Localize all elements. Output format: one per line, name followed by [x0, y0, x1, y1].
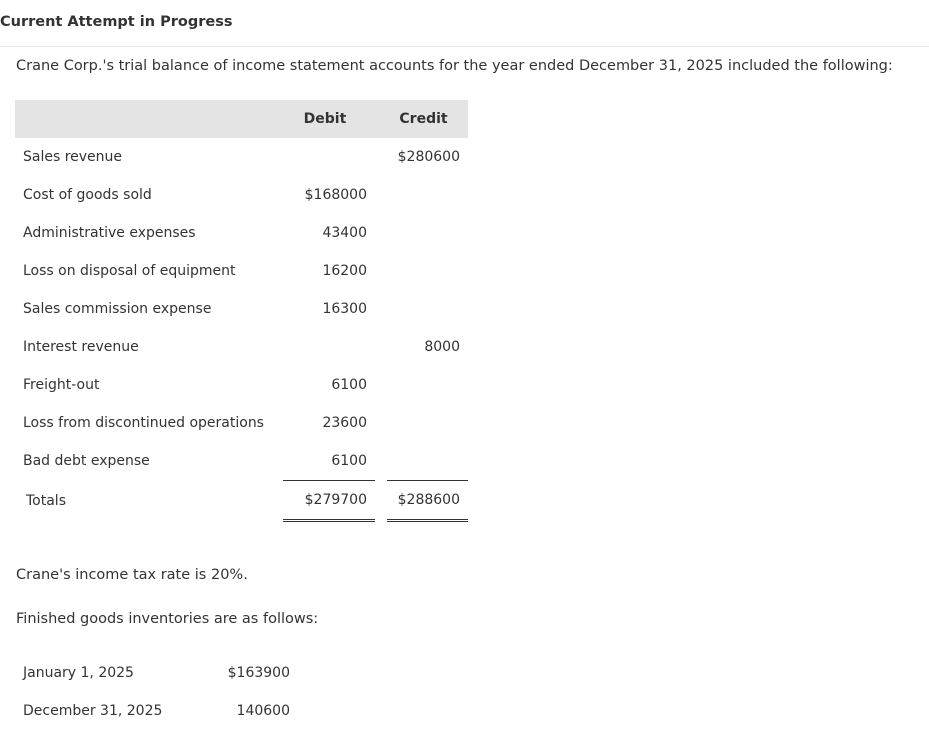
- account-label: Freight-out: [23, 377, 100, 393]
- credit-value: [387, 366, 468, 404]
- trial-balance-header-row: Debit Credit: [15, 100, 468, 138]
- account-label: Loss from discontinued operations: [23, 415, 264, 431]
- debit-value: $168000: [304, 187, 367, 203]
- table-row: Loss from discontinued operations 23600: [15, 404, 468, 442]
- account-label: Loss on disposal of equipment: [23, 263, 236, 279]
- account-label: Bad debt expense: [23, 453, 150, 470]
- table-row: Bad debt expense 6100: [15, 442, 468, 481]
- problem-intro: Crane Corp.'s trial balance of income st…: [16, 58, 893, 74]
- credit-value: [387, 290, 468, 328]
- account-label: Administrative expenses: [23, 225, 196, 241]
- trial-balance-table: Debit Credit Sales revenue $280600 Cost …: [15, 100, 468, 522]
- credit-value: [387, 404, 468, 442]
- debit-value: 43400: [322, 225, 367, 241]
- debit-value: [283, 328, 375, 366]
- totals-row: Totals $279700 $288600: [15, 480, 468, 522]
- inventory-date: December 31, 2025: [23, 703, 163, 719]
- totals-label: Totals: [26, 492, 66, 509]
- table-row: Freight-out 6100: [15, 366, 468, 404]
- debit-value: 6100: [331, 377, 367, 393]
- debit-header: Debit: [283, 100, 375, 138]
- table-row: Loss on disposal of equipment 16200: [15, 252, 468, 290]
- credit-total: $288600: [387, 480, 468, 522]
- header-label-cell: [15, 100, 283, 138]
- table-row: January 1, 2025 $163900: [15, 654, 290, 692]
- debit-total: $279700: [283, 480, 375, 522]
- credit-value: [387, 442, 468, 481]
- table-row: Sales commission expense 16300: [15, 290, 468, 328]
- table-row: Cost of goods sold $168000: [15, 176, 468, 214]
- credit-value: 8000: [424, 339, 460, 355]
- account-label: Cost of goods sold: [23, 187, 152, 203]
- debit-value: 16300: [322, 301, 367, 317]
- credit-value: $280600: [397, 149, 460, 165]
- table-row: Administrative expenses 43400: [15, 214, 468, 252]
- account-label: Sales revenue: [23, 149, 123, 165]
- income-tax-note: Crane's income tax rate is 20%.: [16, 567, 248, 583]
- inventory-date: January 1, 2025: [23, 665, 134, 681]
- account-label: Interest revenue: [23, 339, 139, 355]
- inventory-value: $163900: [227, 665, 290, 681]
- debit-value: 23600: [322, 415, 367, 431]
- credit-value: [387, 252, 468, 290]
- credit-value: [387, 176, 468, 214]
- account-label: Sales commission expense: [23, 301, 212, 317]
- header-gap-cell: [375, 100, 387, 138]
- table-row: Sales revenue $280600: [15, 138, 468, 176]
- table-row: December 31, 2025 140600: [15, 692, 290, 730]
- inventory-intro: Finished goods inventories are as follow…: [16, 611, 319, 627]
- header-divider: [0, 46, 929, 47]
- debit-value: 6100: [331, 453, 367, 469]
- credit-value: [387, 214, 468, 252]
- inventory-value: 140600: [236, 703, 290, 719]
- debit-value: 16200: [322, 263, 367, 279]
- credit-header: Credit: [387, 100, 468, 138]
- table-row: Interest revenue 8000: [15, 328, 468, 366]
- attempt-status: Current Attempt in Progress: [0, 14, 233, 30]
- inventory-table: January 1, 2025 $163900 December 31, 202…: [15, 654, 290, 730]
- debit-value: [283, 138, 375, 176]
